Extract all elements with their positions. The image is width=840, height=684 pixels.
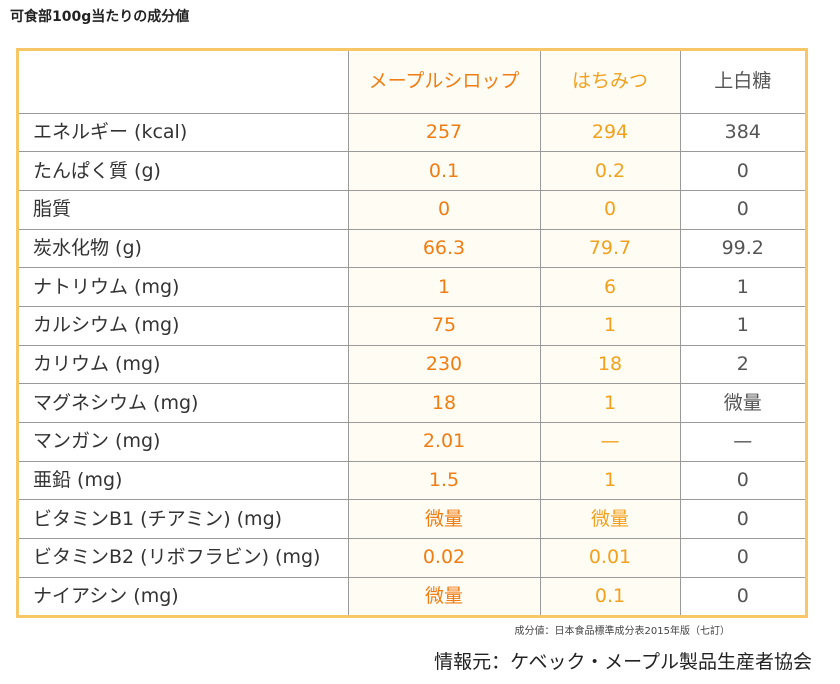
row-label: ナトリウム (mg) xyxy=(19,267,349,307)
row-label: ビタミンB1 (チアミン) (mg) xyxy=(19,499,349,540)
white-sugar-value: 0 xyxy=(679,576,805,615)
table-row: ナイアシン (mg) 微量 0.1 0 xyxy=(19,576,805,615)
maple-syrup-value: 257 xyxy=(347,112,541,153)
header-maple-syrup: メープルシロップ xyxy=(347,51,541,114)
table-row: 脂質 0 0 0 xyxy=(19,189,805,230)
white-sugar-value: 0 xyxy=(679,460,805,501)
table-row: 亜鉛 (mg) 1.5 1 0 xyxy=(19,460,805,501)
honey-value: 0 xyxy=(539,189,681,230)
maple-syrup-value: 230 xyxy=(347,344,541,385)
maple-syrup-value: 1.5 xyxy=(347,460,541,501)
honey-value: 0.2 xyxy=(539,151,681,191)
row-label: たんぱく質 (g) xyxy=(19,151,349,191)
header-empty-cell xyxy=(19,51,349,114)
maple-syrup-value: 75 xyxy=(347,305,541,346)
row-label: マグネシウム (mg) xyxy=(19,383,349,423)
table-row: カルシウム (mg) 75 1 1 xyxy=(19,305,805,346)
table-row: マグネシウム (mg) 18 1 微量 xyxy=(19,383,805,423)
white-sugar-value: 微量 xyxy=(679,383,805,423)
maple-syrup-value: 微量 xyxy=(347,576,541,615)
table-header-row: メープルシロップ はちみつ 上白糖 xyxy=(19,51,805,114)
table-row: ナトリウム (mg) 1 6 1 xyxy=(19,267,805,307)
honey-value: 1 xyxy=(539,383,681,423)
table-row: エネルギー (kcal) 257 294 384 xyxy=(19,112,805,153)
table-row: 炭水化物 (g) 66.3 79.7 99.2 xyxy=(19,228,805,269)
row-label: カルシウム (mg) xyxy=(19,305,349,346)
white-sugar-value: — xyxy=(679,422,805,462)
honey-value: 微量 xyxy=(539,499,681,540)
header-honey: はちみつ xyxy=(539,51,681,114)
maple-syrup-value: 1 xyxy=(347,267,541,307)
row-label: 亜鉛 (mg) xyxy=(19,460,349,501)
page-title: 可食部100g当たりの成分値 xyxy=(10,9,190,25)
row-label: ビタミンB2 (リボフラビン) (mg) xyxy=(19,538,349,578)
white-sugar-value: 2 xyxy=(679,344,805,385)
maple-syrup-value: 66.3 xyxy=(347,228,541,269)
honey-value: 0.01 xyxy=(539,538,681,578)
credit-text: 情報元：ケベック・メープル製品生産者協会 xyxy=(434,651,812,673)
table-row: ビタミンB2 (リボフラビン) (mg) 0.02 0.01 0 xyxy=(19,538,805,578)
table-body: エネルギー (kcal) 257 294 384 たんぱく質 (g) 0.1 0.2 0 脂質 0… xyxy=(19,112,805,615)
row-label: マンガン (mg) xyxy=(19,422,349,462)
maple-syrup-value: 微量 xyxy=(347,499,541,540)
honey-value: 0.1 xyxy=(539,576,681,615)
white-sugar-value: 1 xyxy=(679,305,805,346)
maple-syrup-value: 18 xyxy=(347,383,541,423)
white-sugar-value: 0 xyxy=(679,538,805,578)
table-row: ビタミンB1 (チアミン) (mg) 微量 微量 0 xyxy=(19,499,805,540)
source-note: 成分値：日本食品標準成分表2015年版（七訂） xyxy=(514,626,730,637)
nutrition-table-frame: メープルシロップ はちみつ 上白糖 エネルギー (kcal) 257 294 384 た… xyxy=(16,48,808,618)
white-sugar-value: 0 xyxy=(679,189,805,230)
honey-value: 1 xyxy=(539,460,681,501)
row-label: カリウム (mg) xyxy=(19,344,349,385)
row-label: 炭水化物 (g) xyxy=(19,228,349,269)
row-label: エネルギー (kcal) xyxy=(19,112,349,153)
white-sugar-value: 99.2 xyxy=(679,228,805,269)
honey-value: 294 xyxy=(539,112,681,153)
row-label: ナイアシン (mg) xyxy=(19,576,349,615)
white-sugar-value: 0 xyxy=(679,151,805,191)
row-label: 脂質 xyxy=(19,189,349,230)
maple-syrup-value: 0.02 xyxy=(347,538,541,578)
white-sugar-value: 384 xyxy=(679,112,805,153)
honey-value: 1 xyxy=(539,305,681,346)
maple-syrup-value: 0.1 xyxy=(347,151,541,191)
table-row: カリウム (mg) 230 18 2 xyxy=(19,344,805,385)
table-row: たんぱく質 (g) 0.1 0.2 0 xyxy=(19,151,805,191)
maple-syrup-value: 0 xyxy=(347,189,541,230)
white-sugar-value: 0 xyxy=(679,499,805,540)
white-sugar-value: 1 xyxy=(679,267,805,307)
honey-value: 79.7 xyxy=(539,228,681,269)
table-row: マンガン (mg) 2.01— — xyxy=(19,422,805,462)
honey-value: 18 xyxy=(539,344,681,385)
nutrition-table: メープルシロップ はちみつ 上白糖 エネルギー (kcal) 257 294 384 た… xyxy=(19,51,805,615)
honey-value: — xyxy=(539,422,681,462)
maple-syrup-value: 2.01 xyxy=(347,422,541,462)
honey-value: 6 xyxy=(539,267,681,307)
header-white-sugar: 上白糖 xyxy=(679,51,805,114)
